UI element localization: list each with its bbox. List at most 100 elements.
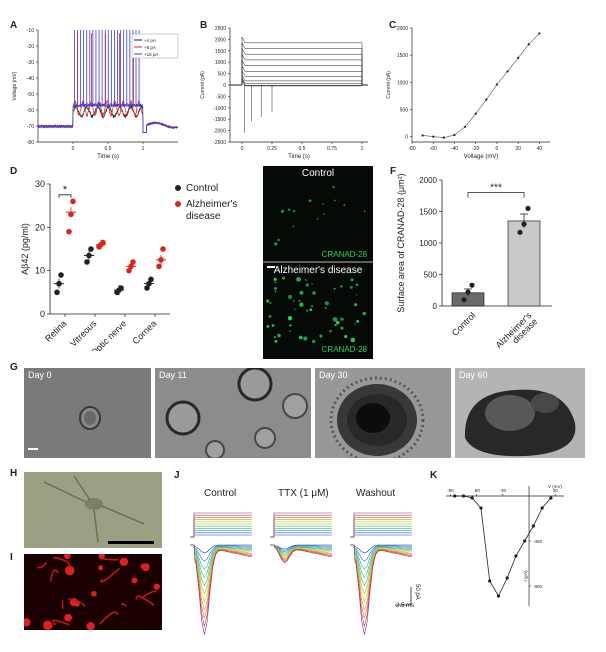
d-point	[144, 285, 150, 291]
i-cell-body	[119, 557, 129, 567]
b-y-tick-label: -1500	[213, 117, 226, 123]
e-speck	[298, 335, 303, 340]
i-cell-body	[24, 618, 31, 627]
f-y-tick-label: 1500	[419, 208, 437, 217]
i-neurite	[52, 619, 70, 626]
c-y-tick-label: 2000	[397, 26, 408, 32]
d-sig-bracket	[58, 194, 72, 198]
f-point	[465, 289, 471, 295]
e-speck	[350, 337, 356, 343]
j-voltage-step	[270, 512, 332, 538]
k-x-tick-label: -30	[500, 488, 507, 493]
k-point	[461, 494, 466, 498]
f-y-tick-label: 2000	[419, 176, 437, 185]
e-speck	[311, 283, 313, 285]
a-trace-0	[37, 104, 179, 133]
g-day0-label: Day 0	[28, 370, 52, 380]
k-point	[488, 579, 492, 583]
d-point	[66, 228, 72, 235]
e-speck	[266, 324, 270, 328]
f-point	[461, 297, 467, 303]
e-speck	[355, 294, 358, 296]
e-speck	[274, 290, 277, 293]
j-current-trace	[190, 544, 253, 587]
j-current-trace	[190, 544, 253, 627]
c-point	[538, 32, 541, 35]
c-point	[453, 133, 456, 137]
organoid-image-day30: Day 30	[315, 368, 451, 458]
f-point	[517, 229, 523, 235]
f-sig-bracket	[467, 192, 525, 198]
b-y-tick-label: -2000	[213, 129, 226, 135]
e-speck	[355, 283, 359, 287]
b-trace	[230, 65, 368, 86]
j-current-trace	[270, 544, 333, 554]
b-trace	[230, 37, 368, 86]
e-ad-sublabel: CRANAD-28	[321, 345, 367, 354]
c-line	[422, 33, 540, 138]
b-y-tick-label: 1500	[215, 49, 226, 55]
d-legend-dot	[175, 185, 181, 191]
chart-k: -90 -60 -30 30 -450 -900 V (mV) I (pA)	[446, 484, 564, 606]
j-current-trace	[270, 544, 333, 562]
panel-label-b: B	[200, 20, 208, 31]
a-y-axis-label: Voltage (mV)	[12, 71, 18, 100]
e-speck	[350, 278, 354, 282]
d-legend-label: Alzheimer's	[186, 199, 237, 210]
organoid-image-day60: Day 60	[455, 368, 585, 458]
j-voltage-step	[270, 534, 332, 538]
j-current-trace	[350, 544, 413, 604]
e-speck	[296, 277, 301, 282]
e-speck	[343, 204, 346, 207]
i-cell-body	[91, 590, 97, 597]
c-x-tick-label: -20	[472, 146, 479, 152]
i-neurite	[135, 595, 155, 606]
i-cell-body	[86, 622, 95, 630]
organoid-day30-drawing	[329, 376, 425, 458]
k-point	[479, 506, 483, 510]
j-current-trace	[350, 544, 413, 627]
e-speck	[274, 286, 277, 290]
e-speck	[340, 285, 343, 288]
k-point	[496, 594, 501, 598]
e-speck	[273, 336, 276, 339]
k-point	[505, 576, 509, 580]
b-y-tick-label: 1000	[215, 60, 226, 66]
d-point	[84, 259, 90, 265]
neuron-brightfield-image	[24, 472, 162, 548]
k-x-tick-label: 30	[553, 488, 559, 493]
j-current-trace	[350, 544, 413, 562]
j-current-trace	[190, 544, 253, 604]
b-y-tick-label: -1000	[213, 106, 226, 112]
e-speck	[340, 326, 344, 330]
e-speck	[340, 317, 344, 321]
d-point	[148, 276, 154, 283]
c-x-tick-label: -80	[408, 146, 415, 152]
e-speck	[354, 323, 356, 325]
e-control-sublabel: CRANAD-28	[321, 250, 367, 259]
i-cell-body	[63, 554, 71, 560]
c-x-tick-label: 0	[496, 146, 499, 152]
e-ad-label: Alzheimer's disease	[273, 265, 363, 276]
neuron-brightfield-drawing	[24, 472, 162, 548]
a-y-tick-label: -20	[27, 44, 34, 50]
e-speck	[303, 336, 308, 341]
e-speck	[287, 315, 293, 321]
d-point	[156, 263, 162, 270]
j-voltage-step	[350, 525, 412, 538]
e-speck	[305, 279, 307, 281]
e-speck	[288, 294, 293, 299]
f-sig-marker: ***	[490, 183, 502, 194]
c-x-tick-label: 20	[515, 146, 521, 152]
i-neurite	[99, 611, 119, 625]
e-speck	[362, 311, 367, 316]
j-current-trace	[270, 544, 333, 553]
f-bar	[507, 220, 541, 307]
panel-label-j: J	[174, 470, 180, 481]
e-speck	[289, 324, 292, 327]
d-y-tick-label: 0	[40, 309, 45, 319]
j-voltage-step	[270, 525, 332, 538]
e-speck	[324, 301, 330, 306]
i-cell-body	[43, 620, 53, 630]
